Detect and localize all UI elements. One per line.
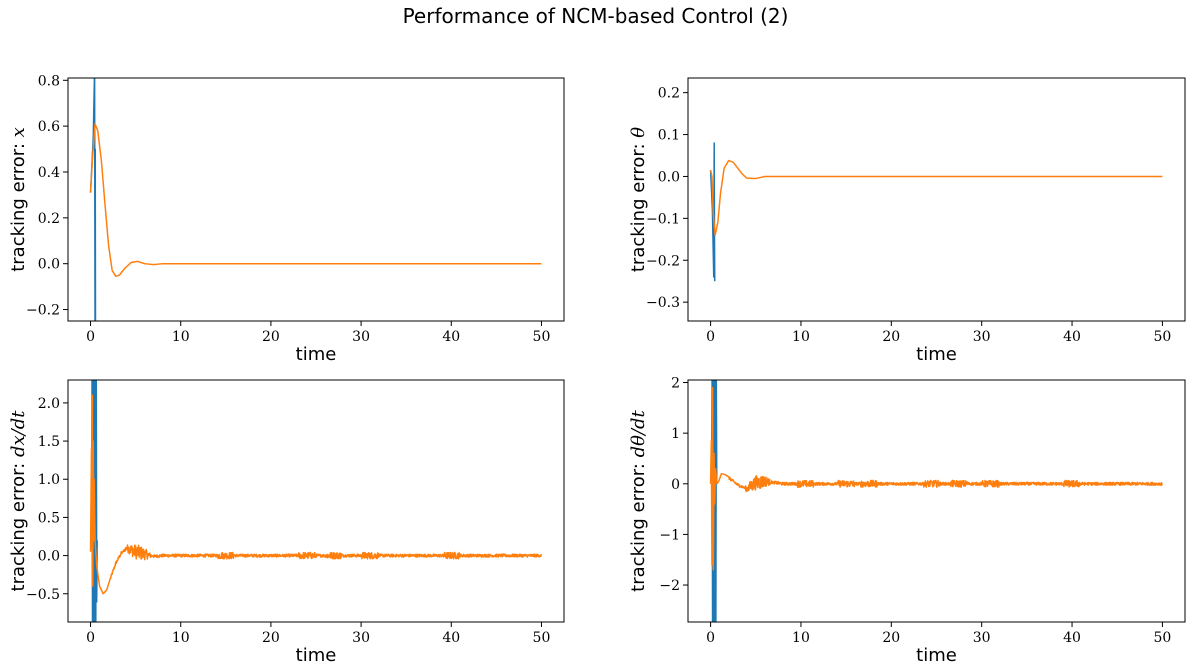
axes-frame [67,77,565,322]
x-tick-label: 30 [973,630,991,646]
x-tick-label: 30 [352,329,370,345]
y-axis-label: tracking error: dθ/dt [628,409,649,591]
figure-title: Performance of NCM-based Control (2) [402,4,789,28]
x-tick-label: 20 [882,329,900,345]
y-axis-label-variable: dθ/dt [628,409,649,457]
y-tick-label: −2 [659,578,680,594]
x-tick-label: 30 [973,329,991,345]
x-tick-label: 40 [1063,630,1081,646]
y-tick-label: −0.2 [26,303,60,319]
y-tick-label: 0.1 [658,128,680,144]
x-tick-label: 0 [86,329,95,345]
y-tick-label: 0.8 [38,73,60,89]
x-tick-label: 50 [1153,329,1171,345]
x-axis-label: time [916,645,957,666]
y-tick-label: −0.5 [26,587,60,603]
y-tick-label: 1.5 [38,434,60,450]
y-tick-label: 1 [671,426,680,442]
x-tick-label: 20 [262,630,280,646]
axes-frame [687,379,1186,623]
series-orange-line [709,159,1163,236]
y-tick-label: 0.5 [38,510,60,526]
x-tick-label: 40 [442,329,460,345]
y-axis-label-prefix: tracking error: [628,138,649,272]
axes-frame [687,77,1186,322]
subplot-4: 0 10 20 30 40 50 −2 −1 0 1 2 time tracking error: dθ… [628,376,1186,666]
y-tick-label: −0.3 [646,295,680,311]
y-tick-label: 0.0 [38,549,60,565]
x-tick-label: 10 [172,329,190,345]
plot-area [709,380,1163,622]
series-orange-line [709,386,1163,571]
series-blue-line [89,78,97,321]
y-axis-label-prefix: tracking error: [628,457,649,591]
x-tick-label: 0 [86,630,95,646]
x-tick-label: 50 [533,630,551,646]
y-tick-label: 1.0 [38,472,60,488]
y-tick-label: −1 [659,527,680,543]
subplot-3: 0 10 20 30 40 50 −0.5 0.0 0.5 1.0 1.5 2.0 time tracki… [8,379,565,666]
plot-area [709,142,1163,282]
y-tick-label: −0.2 [646,253,680,269]
plot-area [89,78,542,321]
y-axis-label-variable: x [8,127,29,137]
x-axis-label: time [296,645,337,666]
x-tick-label: 10 [792,630,810,646]
x-tick-label: 50 [1153,630,1171,646]
y-tick-label: 0.0 [658,169,680,185]
y-axis-label: tracking error: θ [628,127,649,272]
x-tick-label: 40 [442,630,460,646]
y-tick-label: 0.2 [658,86,680,102]
x-tick-label: 10 [792,329,810,345]
axes-frame [67,379,565,623]
x-axis-label: time [916,344,957,365]
series-blue-line [709,142,716,282]
x-tick-label: 20 [882,630,900,646]
y-tick-label: 0 [671,477,680,493]
x-tick-label: 40 [1063,329,1081,345]
x-tick-label: 30 [352,630,370,646]
y-axis-label-prefix: tracking error: [8,137,29,271]
y-axis-label-variable: dx/dt [8,410,29,457]
x-axis-label: time [296,344,337,365]
x-tick-label: 50 [533,329,551,345]
plot-area [89,380,543,622]
y-tick-label: 0.0 [38,257,60,273]
y-tick-label: 2 [671,376,680,392]
y-tick-label: 0.4 [38,165,60,181]
subplot-2: 0 10 20 30 40 50 −0.3 −0.2 −0.1 0.0 0.1 0.2 time trac… [628,77,1186,365]
y-axis-label-variable: θ [628,127,649,138]
y-tick-label: 0.6 [38,119,60,135]
y-tick-label: 2.0 [38,396,60,412]
y-axis-label-prefix: tracking error: [8,457,29,591]
x-tick-label: 0 [706,329,715,345]
y-axis-label: tracking error: x [8,127,29,272]
subplot-1: 0 10 20 30 40 50 −0.2 0.0 0.2 0.4 0.6 0.8 time tracki… [8,73,565,365]
y-axis-label: tracking error: dx/dt [8,410,29,592]
series-orange-line [89,394,543,595]
x-tick-label: 10 [172,630,190,646]
x-tick-label: 20 [262,329,280,345]
y-tick-label: −0.1 [646,211,680,227]
x-tick-label: 0 [706,630,715,646]
y-tick-label: 0.2 [38,211,60,227]
series-orange-line [89,123,542,278]
